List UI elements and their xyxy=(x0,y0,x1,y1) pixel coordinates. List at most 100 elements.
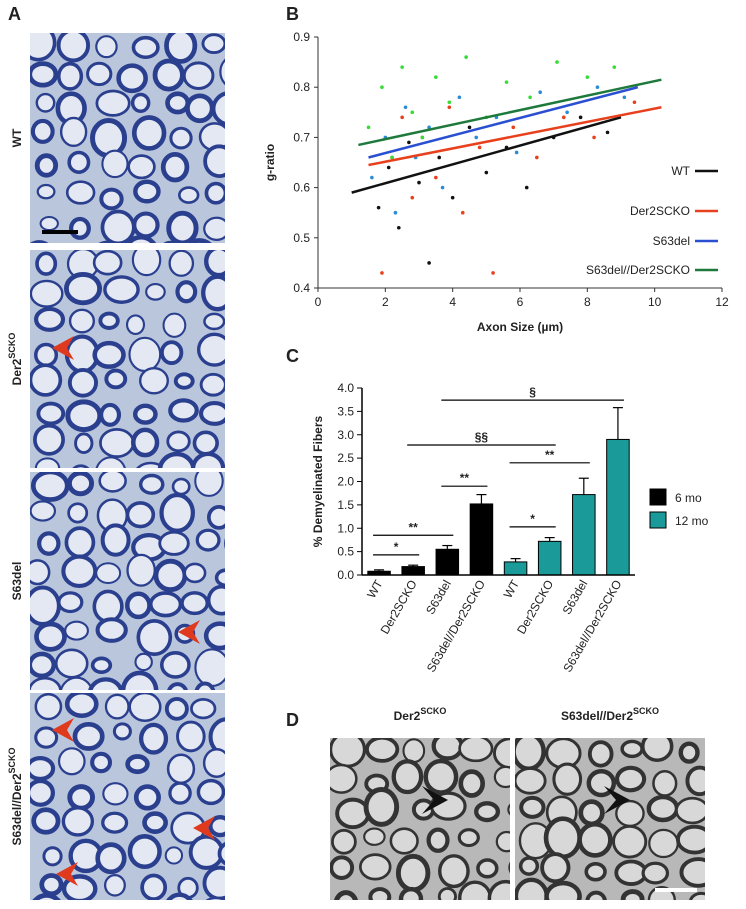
micrograph xyxy=(30,472,225,690)
y-tick-label: 4.0 xyxy=(337,381,354,395)
arrowhead xyxy=(52,336,74,360)
axon xyxy=(587,740,614,768)
axon xyxy=(98,472,127,493)
axon xyxy=(495,830,510,853)
axon xyxy=(64,620,89,641)
axon xyxy=(65,180,96,205)
axon xyxy=(61,806,95,837)
point xyxy=(447,105,452,110)
axon xyxy=(67,368,99,398)
axon xyxy=(57,591,84,614)
axon xyxy=(125,234,157,243)
axon xyxy=(159,492,195,533)
axon xyxy=(334,890,358,900)
point xyxy=(565,110,569,115)
axon xyxy=(65,399,103,433)
point xyxy=(410,195,415,200)
axon xyxy=(640,738,674,762)
panel-letter: B xyxy=(286,4,299,24)
axon xyxy=(679,857,705,888)
label-text: Der2 xyxy=(394,709,421,723)
axon xyxy=(689,891,705,900)
axon xyxy=(584,861,607,882)
label-text: S63del//Der2 xyxy=(10,773,24,845)
axon xyxy=(211,91,225,126)
axon xyxy=(402,738,426,764)
image-label: S63del xyxy=(10,562,24,601)
micrograph-content xyxy=(30,250,225,468)
fit-line xyxy=(351,116,622,194)
point xyxy=(457,95,462,100)
point xyxy=(514,150,519,155)
axon xyxy=(438,854,470,889)
axon xyxy=(138,473,165,495)
axon xyxy=(166,210,199,243)
axon xyxy=(33,423,65,456)
axon xyxy=(128,693,162,723)
point xyxy=(390,155,394,160)
axon xyxy=(92,589,124,624)
axon xyxy=(127,834,162,870)
axon xyxy=(157,451,196,468)
point xyxy=(595,85,600,89)
axon xyxy=(132,403,158,425)
axon xyxy=(543,816,582,860)
point xyxy=(434,75,438,79)
axon xyxy=(101,811,129,834)
point xyxy=(437,155,442,160)
label-superscript: SCKO xyxy=(7,333,17,359)
significance-label: § xyxy=(529,385,536,399)
significance-label: * xyxy=(394,540,399,554)
axon xyxy=(458,769,486,798)
axon xyxy=(125,501,156,529)
axon xyxy=(95,562,122,585)
label-superscript: SCKO xyxy=(420,706,446,716)
bar xyxy=(435,548,460,576)
axon xyxy=(203,621,225,651)
axon xyxy=(389,827,419,855)
axon xyxy=(507,803,510,816)
label-text: WT xyxy=(10,128,24,147)
axon xyxy=(142,811,168,834)
micrograph-content xyxy=(515,738,705,900)
point xyxy=(434,175,438,180)
axon xyxy=(168,781,192,805)
arrowhead xyxy=(604,786,630,814)
legend-label: 12 mo xyxy=(675,514,709,528)
axon xyxy=(112,722,132,741)
axon xyxy=(166,892,193,900)
axon xyxy=(34,306,66,332)
axon xyxy=(98,311,120,330)
y-tick-label: 0.0 xyxy=(337,568,354,582)
legend-swatch xyxy=(649,511,667,529)
axon xyxy=(57,747,86,776)
axon xyxy=(176,720,206,753)
axon xyxy=(160,651,191,679)
point xyxy=(578,115,583,120)
axon xyxy=(37,531,61,556)
scatter-chart: 0 2 4 6 8 10 12 0.4 0.5 0.6 0.7 0.8 0.9 Axon Size (µm… xyxy=(263,30,729,334)
axon xyxy=(192,430,219,456)
axon xyxy=(92,250,123,276)
axon xyxy=(100,209,136,243)
label-superscript: SCKO xyxy=(633,706,659,716)
micrograph xyxy=(30,250,225,468)
axon xyxy=(30,472,70,502)
axon xyxy=(35,251,58,276)
axon xyxy=(162,312,187,338)
axon xyxy=(64,526,96,559)
axon xyxy=(164,846,184,865)
point xyxy=(386,165,391,170)
axon xyxy=(64,272,103,306)
axon xyxy=(178,186,200,204)
arrowhead xyxy=(193,816,215,840)
axon xyxy=(133,179,161,204)
y-tick-label: 2.0 xyxy=(337,475,354,489)
image-label: Der2SCKO xyxy=(394,706,447,723)
bar xyxy=(606,438,630,576)
axon xyxy=(74,432,94,455)
axon xyxy=(474,801,501,823)
y-tick-label: 0.4 xyxy=(293,281,310,295)
axon xyxy=(163,240,179,243)
significance-label: ** xyxy=(409,520,419,534)
